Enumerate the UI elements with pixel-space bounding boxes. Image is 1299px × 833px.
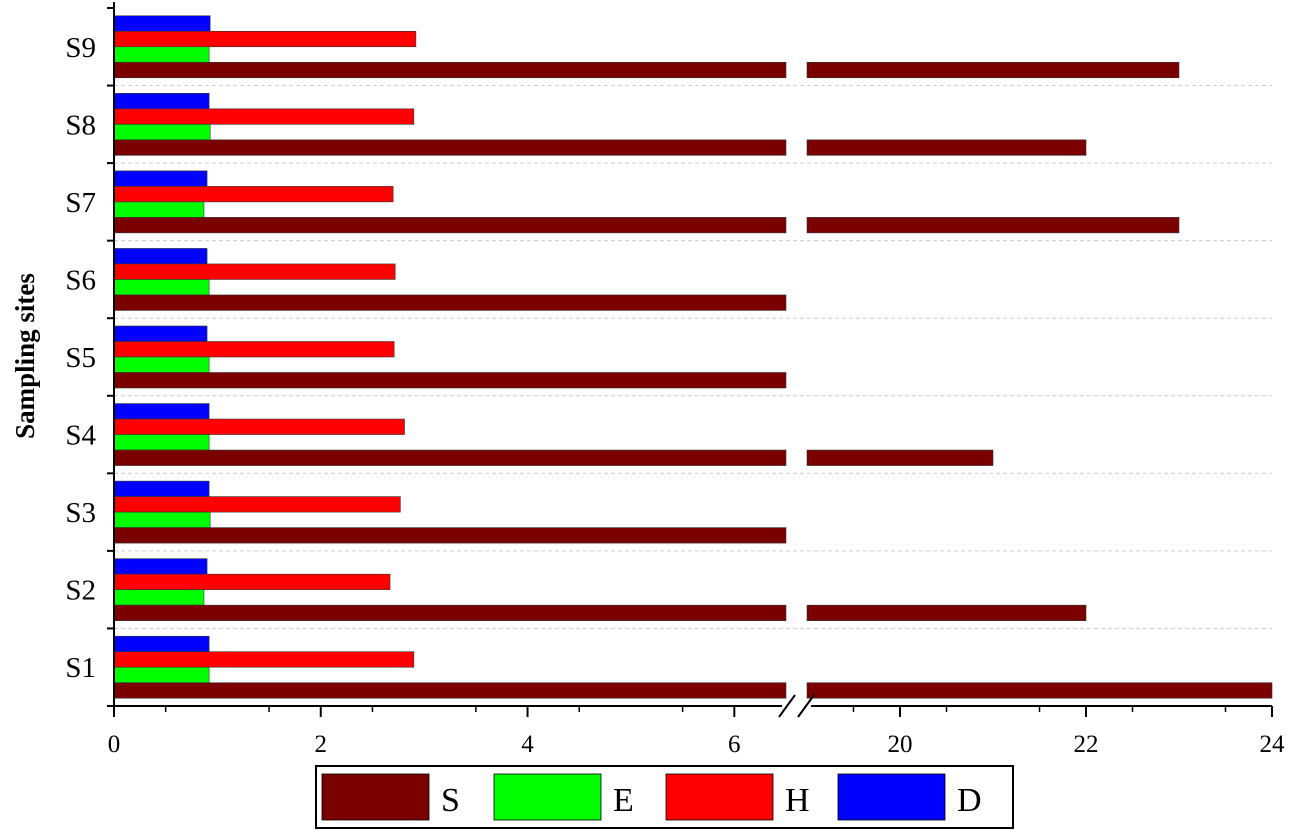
x-tick-label: 24 bbox=[1260, 731, 1286, 758]
bar-H-S1 bbox=[113, 651, 415, 668]
category-label-S2: S2 bbox=[65, 575, 96, 607]
category-label-S3: S3 bbox=[65, 497, 96, 529]
bar-H-S7 bbox=[113, 186, 394, 203]
category-label-S7: S7 bbox=[65, 187, 96, 219]
bar-S-S5 bbox=[113, 372, 787, 389]
legend-label-D: D bbox=[957, 782, 982, 819]
legend-label-H: H bbox=[785, 782, 810, 819]
bar-D-S8 bbox=[113, 93, 210, 110]
bar-S-S8 bbox=[113, 139, 787, 156]
bar-H-S3 bbox=[113, 496, 401, 513]
bar-D-S9 bbox=[113, 15, 211, 32]
bar-E-S5 bbox=[113, 356, 210, 373]
bar-S-S4-continued bbox=[806, 449, 994, 466]
x-tick-label: 6 bbox=[728, 731, 741, 758]
bar-E-S1 bbox=[113, 666, 210, 684]
bar-H-S6 bbox=[113, 263, 396, 280]
bar-S-S7-continued bbox=[806, 217, 1180, 234]
legend-swatch-H bbox=[665, 773, 774, 821]
bar-H-S4 bbox=[113, 418, 405, 435]
bar-S-S7 bbox=[113, 217, 787, 234]
bar-S-S2 bbox=[113, 604, 787, 621]
legend-swatch-D bbox=[837, 773, 946, 821]
x-tick-label: 2 bbox=[315, 731, 328, 758]
bar-D-S5 bbox=[113, 325, 208, 342]
category-label-S4: S4 bbox=[65, 420, 96, 452]
x-tick-label: 22 bbox=[1074, 731, 1099, 758]
category-label-S1: S1 bbox=[65, 652, 96, 684]
legend-label-S: S bbox=[441, 782, 460, 819]
bar-D-S2 bbox=[113, 558, 208, 575]
bar-S-S9-continued bbox=[806, 61, 1180, 79]
bar-D-S4 bbox=[113, 403, 210, 420]
bar-S-S6 bbox=[113, 294, 787, 311]
bar-D-S7 bbox=[113, 170, 208, 187]
grid bbox=[114, 85, 1272, 629]
bar-E-S6 bbox=[113, 279, 210, 296]
bar-D-S6 bbox=[113, 248, 208, 265]
category-label-S6: S6 bbox=[65, 264, 96, 296]
bar-S-S8-continued bbox=[806, 139, 1087, 156]
bar-H-S5 bbox=[113, 341, 395, 358]
y-axis-title: Sampling sites bbox=[10, 273, 40, 439]
category-label-S5: S5 bbox=[65, 342, 96, 374]
bar-S-S2-continued bbox=[806, 604, 1087, 621]
x-tick-label: 4 bbox=[521, 731, 534, 758]
bar-E-S4 bbox=[113, 434, 210, 451]
bar-H-S9 bbox=[113, 30, 417, 48]
axis-break-mark bbox=[778, 694, 796, 718]
bar-H-S8 bbox=[113, 108, 415, 125]
bar-S-S1 bbox=[113, 682, 787, 699]
legend-swatch-S bbox=[321, 773, 430, 821]
bar-D-S1 bbox=[113, 635, 210, 653]
bar-E-S3 bbox=[113, 511, 211, 528]
axis-break-mark bbox=[797, 694, 815, 718]
axes bbox=[107, 2, 1273, 718]
bar-S-S4 bbox=[113, 449, 787, 466]
bar-H-S2 bbox=[113, 573, 391, 590]
bar-S-S1-continued bbox=[806, 682, 1273, 699]
bars bbox=[113, 15, 1273, 699]
category-label-S8: S8 bbox=[65, 109, 96, 141]
legend-label-E: E bbox=[613, 782, 634, 819]
x-tick-label: 0 bbox=[108, 731, 121, 758]
bar-D-S3 bbox=[113, 480, 210, 497]
legend-swatch-E bbox=[493, 773, 602, 821]
bar-E-S8 bbox=[113, 124, 211, 141]
bar-E-S7 bbox=[113, 201, 205, 218]
bar-S-S3 bbox=[113, 527, 787, 544]
x-tick-label: 20 bbox=[888, 731, 913, 758]
category-label-S9: S9 bbox=[65, 32, 96, 64]
bar-E-S2 bbox=[113, 589, 205, 606]
bar-E-S9 bbox=[113, 46, 210, 63]
bar-S-S9 bbox=[113, 61, 787, 79]
